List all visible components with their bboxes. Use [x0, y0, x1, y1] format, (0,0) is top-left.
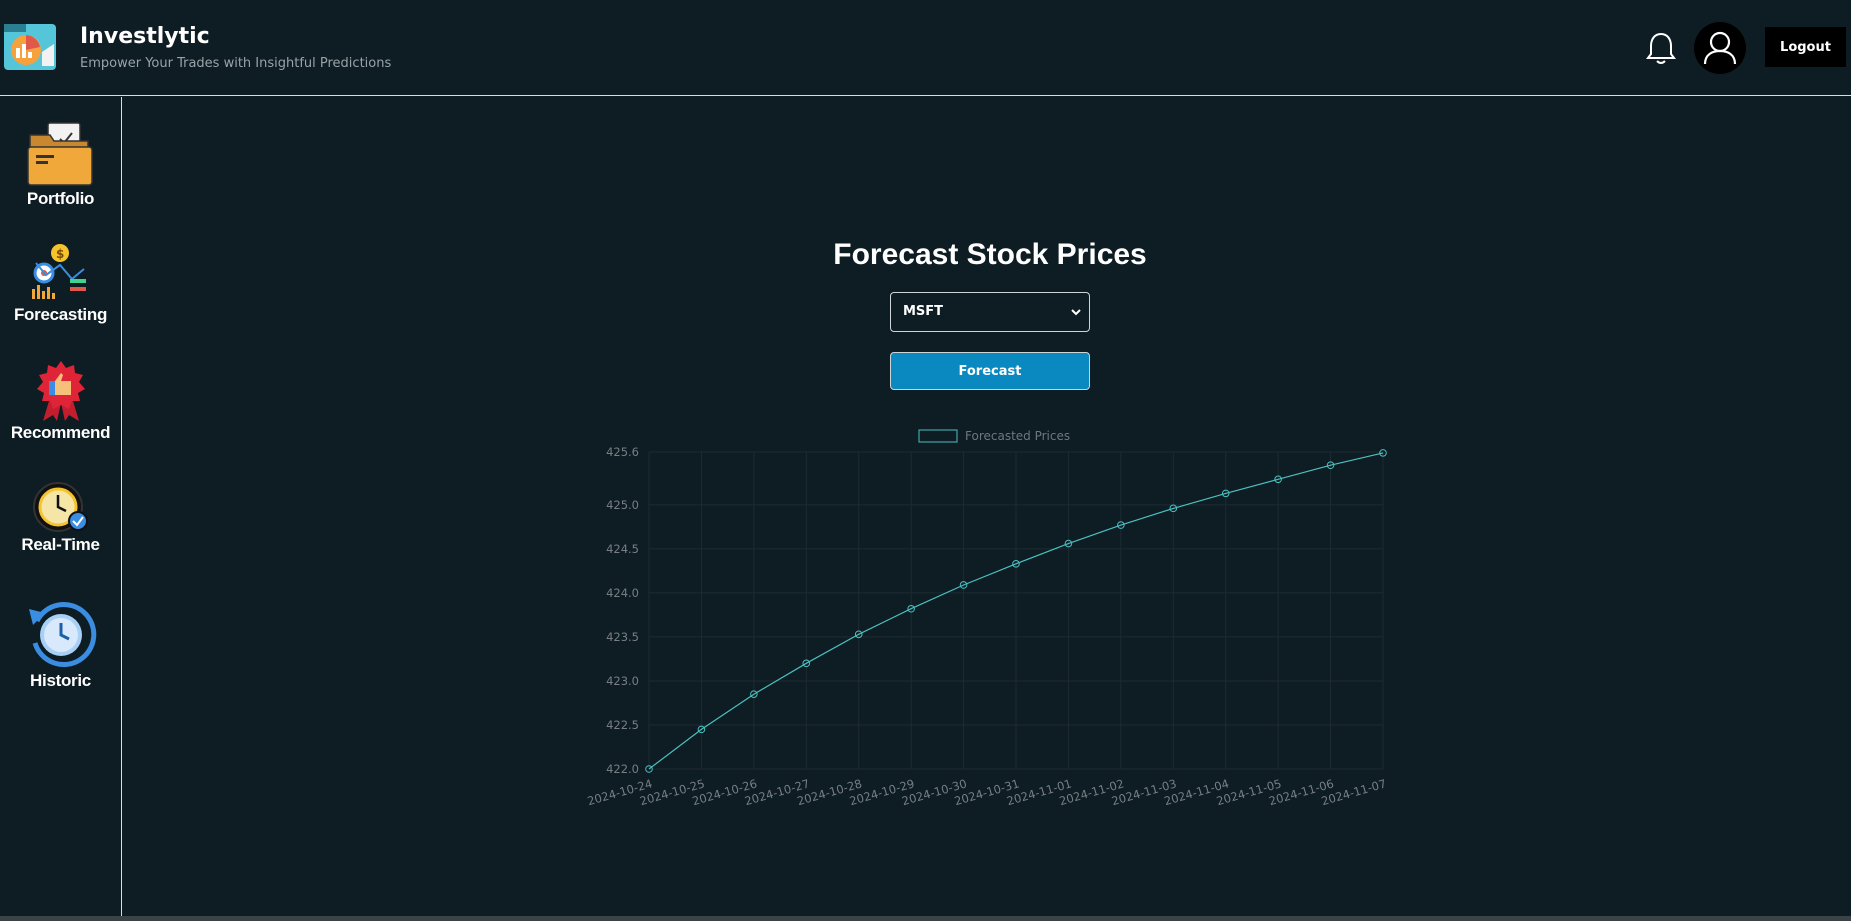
top-header: Investlytic Empower Your Trades with Ins…	[0, 0, 1851, 96]
data-point[interactable]	[750, 690, 758, 698]
y-axis-ticks: 422.0 422.5 423.0 423.5 424.0 424.5 425.0 425.6	[606, 445, 639, 776]
stock-select-value: MSFT	[903, 304, 944, 319]
forecast-button[interactable]: Forecast	[890, 352, 1090, 390]
data-point[interactable]	[1274, 475, 1282, 484]
y-tick-label: 424.0	[606, 586, 639, 600]
data-point[interactable]	[907, 604, 915, 613]
legend-swatch	[918, 429, 958, 443]
sidebar-item-recommend[interactable]: Recommend	[0, 359, 121, 443]
logout-button[interactable]: Logout	[1765, 27, 1846, 67]
y-tick-label: 422.5	[606, 718, 639, 732]
stock-select[interactable]: MSFT	[890, 292, 1090, 332]
data-point[interactable]	[1117, 521, 1125, 529]
series-line-forecasted-prices	[648, 452, 1384, 770]
app-logo-icon[interactable]	[2, 22, 58, 72]
bottom-scroll-strip	[0, 916, 1851, 921]
data-point[interactable]	[802, 659, 811, 668]
data-point[interactable]	[1221, 489, 1230, 498]
forecasting-icon: $	[31, 244, 86, 299]
y-tick-label: 425.6	[606, 445, 639, 459]
sidebar-item-forecasting[interactable]: $ Forecasting	[0, 243, 121, 325]
data-point[interactable]	[1064, 539, 1073, 548]
y-tick-label: 424.5	[606, 542, 639, 556]
chevron-down-icon	[1071, 309, 1081, 316]
thumbs-up-badge-icon	[36, 361, 85, 421]
y-tick-label: 423.5	[606, 630, 639, 644]
data-point[interactable]	[1326, 461, 1335, 470]
app-subtitle: Empower Your Trades with Insightful Pred…	[80, 56, 392, 71]
chart-legend: Forecasted Prices	[918, 429, 1070, 443]
user-avatar-icon[interactable]	[1694, 22, 1746, 74]
sidebar: Portfolio $ Forecasting Recommend	[0, 97, 122, 917]
y-tick-label: 423.0	[606, 674, 639, 688]
sidebar-item-historic[interactable]: Historic	[0, 599, 121, 691]
data-point[interactable]	[645, 765, 653, 773]
sidebar-item-label: Forecasting	[13, 305, 108, 324]
sidebar-item-real-time[interactable]: Real-Time	[0, 481, 121, 555]
legend-label: Forecasted Prices	[965, 429, 1070, 443]
y-tick-label: 422.0	[606, 762, 639, 776]
app-title: Investlytic	[80, 24, 210, 49]
sidebar-item-label: Historic	[30, 671, 91, 690]
data-point[interactable]	[1012, 560, 1020, 568]
sidebar-item-label: Recommend	[10, 423, 111, 442]
page-title: Forecast Stock Prices	[833, 238, 1147, 271]
data-point[interactable]	[697, 725, 706, 734]
data-point[interactable]	[959, 581, 968, 589]
y-tick-label: 425.0	[606, 498, 639, 512]
x-axis-ticks: 2024-10-242024-10-252024-10-262024-10-27…	[586, 776, 1388, 808]
data-point[interactable]	[854, 630, 863, 639]
svg-text:$: $	[56, 247, 64, 261]
series-points	[645, 449, 1387, 773]
bell-icon[interactable]	[1644, 30, 1678, 66]
chart-grid	[648, 451, 1384, 770]
sidebar-item-portfolio[interactable]: Portfolio	[0, 121, 121, 209]
history-clock-icon	[28, 602, 96, 667]
sidebar-item-label: Portfolio	[26, 189, 95, 208]
user-icon	[1703, 31, 1737, 65]
folder-icon	[26, 122, 93, 186]
sidebar-item-label: Real-Time	[21, 535, 100, 554]
data-point[interactable]	[1379, 449, 1387, 457]
data-point[interactable]	[1169, 504, 1178, 513]
clock-check-icon	[32, 482, 88, 532]
